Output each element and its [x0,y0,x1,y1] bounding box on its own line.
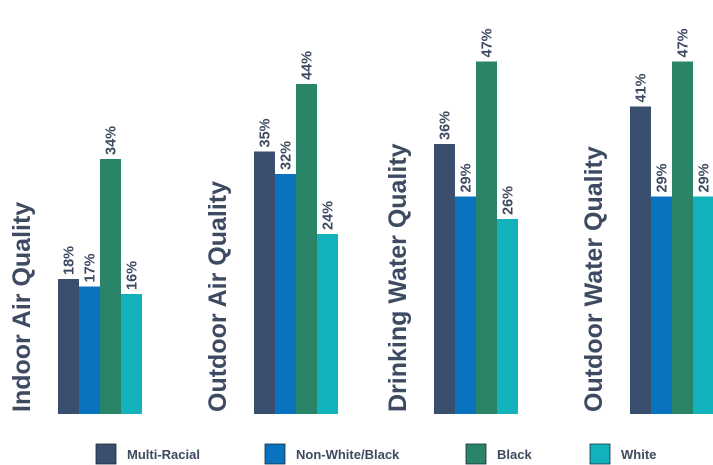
data-label: 36% [438,111,454,140]
data-label: 47% [676,28,692,57]
category-label: Drinking Water Quality [384,143,412,412]
bar [476,61,497,414]
legend-label: White [621,447,656,462]
data-label: 32% [279,141,295,170]
legend-swatch [465,443,487,465]
category-label: Indoor Air Quality [8,202,36,412]
legend-label: Non-White/Black [296,447,400,462]
legend: Multi-Racial Non-White/Black Black White [95,443,656,465]
data-label: 17% [83,253,99,282]
category-labels-layer: Indoor Air Quality Outdoor Air Quality Dri… [8,143,608,412]
data-label: 18% [62,246,78,275]
bar [254,151,275,414]
bar [296,84,317,414]
data-label: 16% [125,261,141,290]
legend-label: Multi-Racial [127,447,200,462]
bar [100,159,121,414]
bar [121,294,142,414]
legend-label: Black [497,447,532,462]
data-label: 29% [459,163,475,192]
category-label: Outdoor Water Quality [580,146,608,412]
bar [651,196,672,414]
bars-layer [58,61,713,414]
data-label: 35% [258,118,274,147]
bar [275,174,296,414]
bar [58,279,79,414]
bar [672,61,693,414]
data-label: 26% [501,186,517,215]
data-label: 29% [655,163,671,192]
bar [497,219,518,414]
bar [434,144,455,414]
category-label: Outdoor Air Quality [204,181,232,412]
data-label: 34% [104,126,120,155]
bar [79,286,100,414]
data-label: 29% [697,163,713,192]
bar [630,106,651,414]
data-label: 24% [321,201,337,230]
data-label: 44% [300,51,316,80]
bar [317,234,338,414]
legend-swatch [264,443,286,465]
data-label: 47% [480,28,496,57]
data-label: 41% [634,73,650,102]
legend-swatch [95,443,117,465]
value-labels-layer: 18% 17% 34% 16% 35% 32% 44% 24% 36% 29% 47% 26% 41% 2… [62,28,713,290]
bar [693,196,713,414]
legend-swatch [589,443,611,465]
bar [455,196,476,414]
